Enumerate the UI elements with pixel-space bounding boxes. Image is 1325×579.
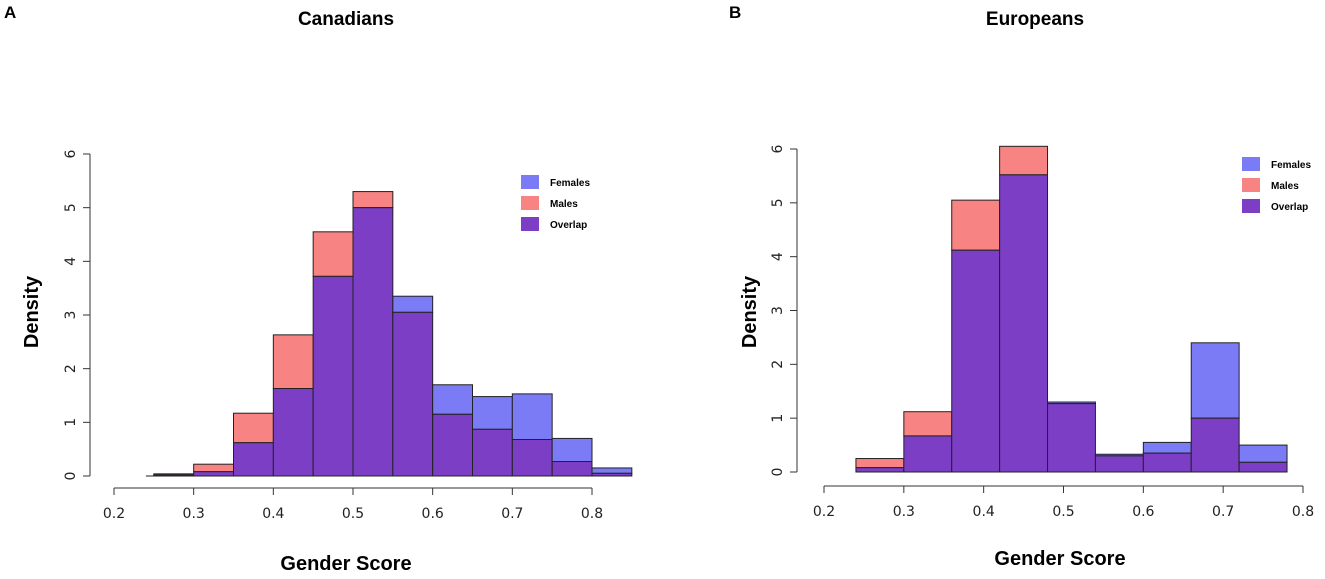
overlap-bar-3 [999,174,1049,473]
overlap-bar-6 [392,311,434,477]
y-tick-label: 5 [63,203,79,212]
y-tick-label: 3 [770,306,786,315]
male-excess-bar-2 [233,412,274,444]
x-tick-label: 0.7 [501,506,523,522]
overlap-bar-4 [1047,403,1096,473]
female-excess-bar-6 [1142,441,1192,454]
legend-label-males: Males [1271,181,1299,192]
x-tick-label: 0.7 [1212,504,1234,520]
x-axis-title-a: Gender Score [280,553,411,575]
female-excess-bar-7 [432,384,473,415]
panel-letter-b: B [729,3,741,22]
male-excess-bar-4 [312,231,354,277]
female-excess-bar-9 [511,393,553,441]
male-excess-bar-3 [272,334,314,390]
x-tick-label: 0.4 [262,506,284,522]
x-tick-label: 0.5 [342,506,364,522]
legend-swatch-overlap [521,217,539,231]
legend-label-overlap: Overlap [550,220,587,231]
overlap-bar-3 [272,388,314,477]
y-tick-label: 6 [770,144,786,153]
overlap-bar-7 [1190,417,1240,473]
male-excess-bar-5 [352,191,394,209]
overlap-bar-4 [312,275,354,477]
overlap-bar-2 [233,442,274,477]
male-excess-bar-3 [999,145,1049,176]
female-excess-bar-7 [1190,342,1240,419]
legend-swatch-males [1242,178,1260,192]
y-axis-title-a: Density [21,275,43,348]
x-tick-label: 0.6 [1132,504,1154,520]
y-tick-label: 1 [770,414,786,423]
overlap-bar-5 [1094,455,1144,473]
panel-letter-a: A [4,3,16,22]
overlap-bar-1 [193,471,235,477]
y-tick-label: 0 [770,468,786,477]
y-tick-label: 3 [63,311,79,320]
female-excess-bar-11 [591,467,633,474]
legend-swatch-overlap [1242,199,1260,213]
y-tick-label: 2 [770,360,786,369]
y-tick-label: 5 [770,198,786,207]
overlap-bar-7 [432,413,473,477]
female-excess-bar-10 [551,437,593,463]
legend-label-overlap: Overlap [1271,202,1308,213]
overlap-bar-8 [472,428,513,477]
x-tick-label: 0.2 [813,504,835,520]
legend-swatch-females [1242,157,1260,171]
y-tick-label: 4 [770,252,786,261]
x-tick-label: 0.8 [581,506,603,522]
overlap-bar-5 [352,207,394,477]
female-excess-bar-8 [1238,444,1288,463]
female-excess-bar-6 [392,295,434,313]
legend-swatch-females [521,175,539,189]
x-tick-label: 0.2 [103,506,125,522]
overlap-bar-0 [855,467,905,473]
x-tick-label: 0.6 [422,506,444,522]
male-excess-bar-1 [193,463,235,473]
panel-canadians: A Canadians Density Gender Score 0 1 2 3 4 5 6… [4,3,633,575]
y-tick-label: 6 [63,149,79,158]
overlap-bar-6 [1142,452,1192,473]
overlap-bar-2 [951,249,1001,473]
legend-label-females: Females [1271,160,1311,171]
overlap-bar-1 [903,435,953,473]
male-excess-bar-0 [855,458,905,469]
y-tick-label: 4 [63,257,79,266]
bars-b [855,145,1288,473]
overlap-bar-8 [1238,461,1288,473]
legend-label-females: Females [550,178,590,189]
x-axis-title-b: Gender Score [994,548,1125,570]
legend-a: Females Males Overlap [521,175,590,231]
axes-b: 0 1 2 3 4 5 6 0.2 0.3 0.4 0.5 0.6 0.7 0.8 [770,144,1314,520]
overlap-bar-9 [511,439,553,477]
legend-swatch-males [521,196,539,210]
male-excess-bar-2 [951,199,1001,251]
panel-title-europeans: Europeans [986,9,1084,30]
female-excess-bar-8 [472,396,513,430]
legend-label-males: Males [550,199,578,210]
y-tick-label: 0 [63,472,79,481]
x-tick-label: 0.4 [973,504,995,520]
panel-title-canadians: Canadians [298,9,394,30]
y-tick-label: 2 [63,364,79,373]
x-tick-label: 0.8 [1292,504,1314,520]
panel-europeans: B Europeans Density Gender Score 0 1 2 3 4 5 6… [729,3,1314,570]
x-tick-label: 0.5 [1052,504,1074,520]
y-tick-label: 1 [63,418,79,427]
y-axis-title-b: Density [739,275,761,348]
x-tick-label: 0.3 [183,506,205,522]
male-excess-bar-1 [903,411,953,437]
axes-a: 0 1 2 3 4 5 6 0.2 0.3 0.4 0.5 0.6 0.7 0.8 [63,149,603,522]
legend-b: Females Males Overlap [1242,157,1311,213]
x-tick-label: 0.3 [893,504,915,520]
overlap-bar-10 [551,461,593,477]
bars-a [145,191,633,477]
